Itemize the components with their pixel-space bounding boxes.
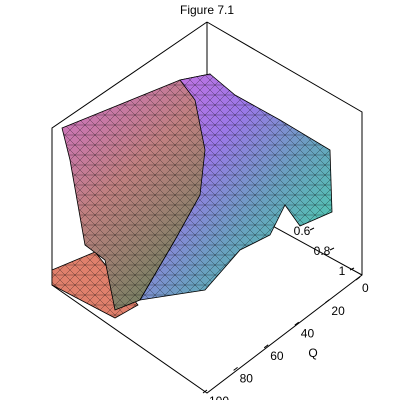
x-tick (294, 321, 300, 326)
x-tick-label: 80 (240, 372, 254, 386)
y-tick (329, 247, 335, 251)
surface-mesh (62, 74, 332, 310)
x-axis-label: Q (308, 346, 317, 360)
x-tick (355, 276, 361, 281)
x-tick-label: 100 (209, 394, 229, 400)
box-edge (51, 21, 363, 394)
surface (51, 73, 333, 319)
x-tick (202, 389, 208, 394)
x-tick-label: 20 (331, 304, 345, 318)
y-tick (309, 227, 315, 231)
x-tick (263, 344, 269, 349)
x-tick (233, 366, 238, 371)
x-tick-label: 0 (362, 281, 369, 295)
y-tick-label: 0.6 (294, 224, 311, 238)
y-tick (349, 267, 355, 271)
y-tick-label: 0.8 (314, 244, 331, 258)
chart-title: Figure 7.1 (180, 3, 234, 17)
x-tick-label: 60 (270, 349, 284, 363)
y-tick-label: 1 (339, 264, 346, 278)
x-tick-label: 40 (301, 326, 315, 340)
x-tick (325, 299, 330, 304)
